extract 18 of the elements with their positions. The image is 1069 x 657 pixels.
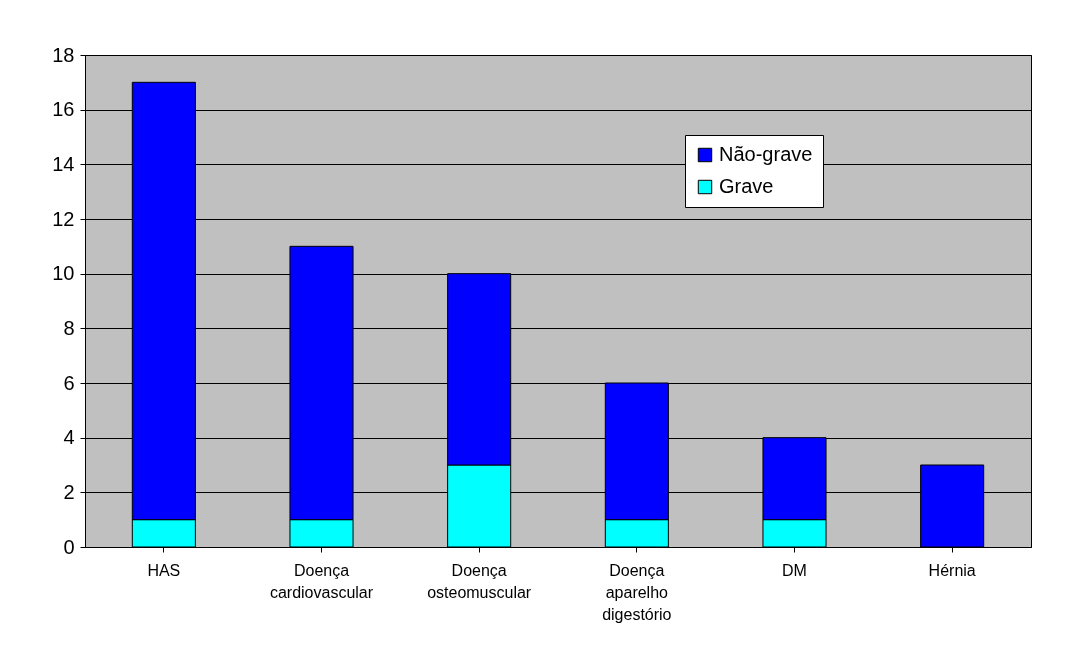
y-tick-label: 4	[63, 426, 75, 449]
x-tick-label: Doença osteomuscular	[427, 561, 532, 601]
y-tick-label: 10	[52, 262, 75, 285]
y-tick-label: 12	[52, 207, 75, 230]
x-tick-label: HAS	[147, 561, 181, 579]
x-tick-label: DM	[782, 561, 807, 579]
y-tick-label: 2	[63, 480, 75, 503]
y-tick-label: 0	[63, 535, 75, 558]
y-tick-label: 8	[63, 316, 75, 339]
y-tick-label: 18	[52, 43, 75, 66]
legend-label: Não-grave	[719, 143, 813, 165]
y-tick-label: 16	[52, 98, 75, 121]
x-tick-label: Hérnia	[928, 561, 976, 579]
y-tick-label: 14	[52, 152, 75, 175]
y-tick-label: 6	[63, 371, 75, 394]
legend-label: Grave	[719, 175, 774, 197]
x-tick-label: Doença aparelho digestório	[602, 561, 672, 623]
x-tick-label: Doença cardiovascular	[269, 561, 374, 601]
